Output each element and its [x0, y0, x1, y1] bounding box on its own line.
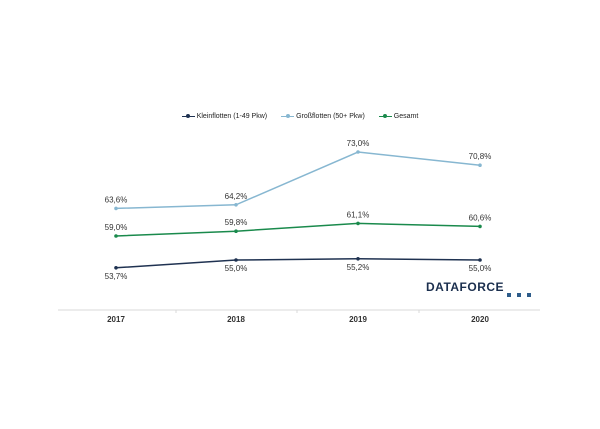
data-point	[114, 206, 118, 211]
data-point	[478, 163, 482, 167]
legend-item: Kleinflotten (1-49 Pkw)	[181, 112, 268, 120]
dataforce-logo: DATAFORCE	[426, 280, 532, 297]
data-label: 63,6%	[105, 195, 128, 204]
data-label: 59,8%	[225, 218, 248, 227]
data-label: 61,1%	[347, 210, 370, 219]
data-label: 59,0%	[105, 223, 128, 232]
x-tick-label: 2018	[227, 315, 245, 324]
legend-swatch-icon	[181, 114, 195, 118]
data-point	[234, 229, 238, 233]
x-tick-label: 2019	[349, 315, 367, 324]
logo-square-icon	[527, 293, 532, 297]
data-point	[234, 203, 238, 207]
legend-swatch-icon	[281, 114, 295, 118]
data-label: 55,2%	[347, 263, 370, 272]
data-point	[234, 258, 238, 262]
logo-square-icon	[517, 293, 522, 297]
x-axis-ticks: 2017 2018 2019 2020	[107, 310, 489, 324]
data-label: 73,0%	[347, 139, 370, 148]
logo-square-icon	[507, 293, 512, 297]
data-label: 53,7%	[105, 272, 128, 281]
legend-label: Gesamt	[393, 112, 419, 120]
x-tick-label: 2017	[107, 315, 125, 324]
data-point	[356, 221, 360, 226]
legend: Kleinflotten (1-49 Pkw) Großflotten (50+ …	[0, 112, 600, 120]
legend-item: Großflotten (50+ Pkw)	[281, 113, 365, 120]
logo-text: DATAFORCE	[426, 280, 505, 294]
data-label: 64,2%	[225, 192, 248, 201]
data-point	[114, 266, 118, 270]
data-point	[356, 257, 360, 261]
data-label: 55,0%	[225, 264, 248, 273]
series-line	[115, 151, 481, 210]
legend-swatch-icon	[378, 114, 392, 118]
legend-item: Gesamt	[378, 112, 419, 120]
data-point	[478, 258, 482, 262]
series-line	[115, 258, 481, 269]
x-tick-label: 2020	[471, 315, 489, 324]
data-label: 70,8%	[469, 152, 492, 161]
data-label: 60,6%	[469, 213, 492, 222]
data-label: 55,0%	[469, 264, 492, 273]
legend-label: Großflotten (50+ Pkw)	[296, 112, 365, 120]
series-group: 53,7% 55,0% 55,2% 55,0% 63,6% 64,2% 73,0% 70,8%…	[105, 139, 492, 281]
data-point	[356, 150, 360, 154]
data-point	[478, 224, 482, 229]
series-line	[115, 222, 481, 237]
data-point	[114, 234, 118, 238]
legend-label: Kleinflotten (1-49 Pkw)	[196, 112, 268, 120]
